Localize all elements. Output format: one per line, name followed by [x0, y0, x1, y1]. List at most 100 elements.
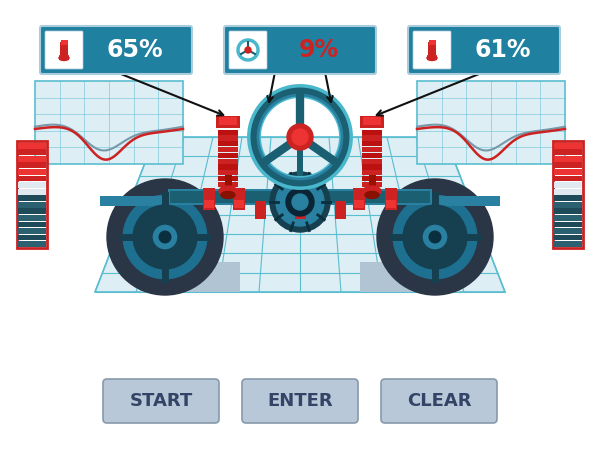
- Bar: [18, 169, 46, 175]
- Bar: [140, 262, 240, 292]
- Bar: [554, 169, 582, 175]
- Bar: [18, 228, 46, 234]
- Bar: [18, 202, 46, 208]
- Bar: [386, 200, 396, 208]
- Bar: [297, 149, 303, 189]
- Circle shape: [377, 179, 493, 295]
- FancyBboxPatch shape: [242, 379, 358, 423]
- Bar: [363, 117, 381, 125]
- Bar: [429, 40, 436, 45]
- Bar: [417, 81, 565, 164]
- Bar: [218, 176, 238, 181]
- Bar: [35, 81, 183, 164]
- Bar: [233, 188, 245, 210]
- Bar: [554, 221, 582, 227]
- Bar: [100, 196, 168, 206]
- Bar: [218, 182, 238, 187]
- Circle shape: [276, 178, 324, 226]
- Bar: [18, 241, 46, 247]
- Ellipse shape: [219, 186, 237, 196]
- Ellipse shape: [365, 191, 379, 198]
- Bar: [219, 117, 237, 125]
- Bar: [204, 200, 214, 208]
- FancyBboxPatch shape: [103, 379, 219, 423]
- Bar: [554, 195, 582, 201]
- Bar: [554, 176, 582, 181]
- Bar: [554, 189, 582, 194]
- Bar: [170, 191, 430, 203]
- Ellipse shape: [59, 56, 69, 61]
- Bar: [554, 182, 582, 188]
- FancyBboxPatch shape: [224, 26, 376, 74]
- Bar: [35, 81, 183, 164]
- Bar: [362, 129, 382, 135]
- FancyBboxPatch shape: [381, 379, 497, 423]
- Bar: [362, 159, 382, 164]
- Bar: [362, 176, 382, 181]
- Bar: [234, 200, 244, 208]
- Bar: [428, 42, 436, 58]
- Bar: [354, 200, 364, 208]
- Bar: [218, 153, 238, 158]
- Bar: [362, 141, 382, 146]
- Bar: [360, 116, 384, 128]
- Bar: [203, 188, 215, 210]
- Bar: [18, 176, 46, 181]
- Circle shape: [429, 231, 441, 243]
- Bar: [362, 164, 382, 170]
- Ellipse shape: [363, 186, 381, 196]
- Circle shape: [107, 179, 223, 295]
- Bar: [18, 163, 46, 168]
- Bar: [554, 208, 582, 214]
- Bar: [362, 135, 382, 141]
- Bar: [554, 215, 582, 221]
- Bar: [360, 262, 460, 292]
- Circle shape: [245, 47, 251, 53]
- Bar: [59, 55, 69, 60]
- Circle shape: [154, 226, 176, 248]
- Bar: [255, 201, 266, 219]
- Bar: [335, 201, 346, 219]
- Bar: [218, 135, 238, 141]
- Bar: [369, 175, 376, 195]
- Bar: [554, 149, 582, 155]
- FancyBboxPatch shape: [229, 31, 267, 69]
- Bar: [218, 159, 238, 164]
- Text: 61%: 61%: [475, 38, 532, 62]
- Bar: [216, 116, 240, 128]
- Bar: [554, 241, 582, 247]
- Circle shape: [424, 226, 446, 248]
- Circle shape: [159, 231, 171, 243]
- Bar: [353, 188, 365, 210]
- Bar: [218, 147, 238, 152]
- Circle shape: [403, 205, 467, 269]
- Bar: [168, 189, 432, 205]
- Text: ENTER: ENTER: [267, 392, 333, 410]
- Bar: [18, 189, 46, 194]
- Bar: [553, 141, 583, 248]
- Bar: [18, 208, 46, 214]
- Ellipse shape: [221, 191, 235, 198]
- Bar: [218, 141, 238, 146]
- Bar: [362, 182, 382, 187]
- Bar: [61, 40, 68, 45]
- Text: 9%: 9%: [299, 38, 340, 62]
- Bar: [427, 55, 437, 60]
- Bar: [218, 129, 238, 135]
- Bar: [225, 175, 232, 195]
- Bar: [218, 170, 238, 176]
- Bar: [554, 202, 582, 208]
- Circle shape: [286, 188, 314, 216]
- Bar: [554, 163, 582, 168]
- Circle shape: [287, 124, 313, 150]
- Circle shape: [270, 172, 330, 232]
- Bar: [432, 196, 500, 206]
- Circle shape: [123, 195, 207, 279]
- Bar: [60, 42, 68, 58]
- Bar: [18, 143, 46, 149]
- Ellipse shape: [427, 56, 437, 61]
- FancyBboxPatch shape: [408, 26, 560, 74]
- Text: START: START: [130, 392, 193, 410]
- Bar: [218, 164, 238, 170]
- Text: 65%: 65%: [107, 38, 164, 62]
